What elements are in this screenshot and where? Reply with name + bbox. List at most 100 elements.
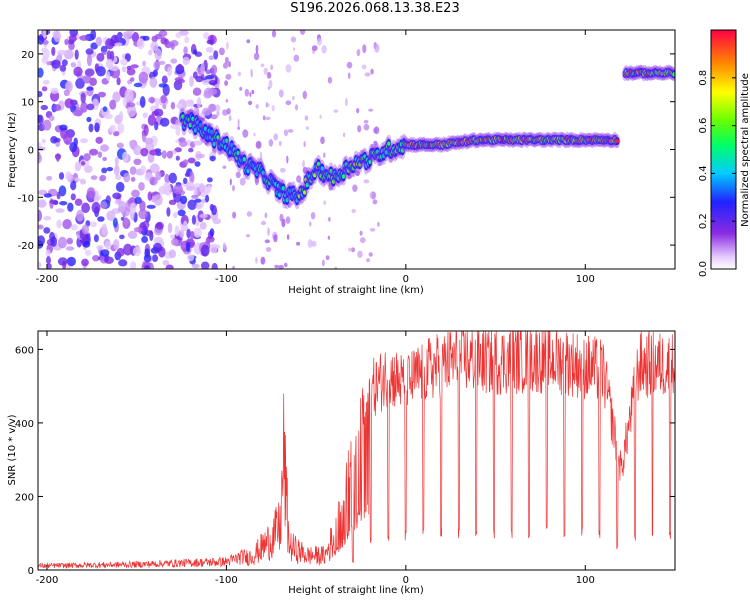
spectrogram-cell xyxy=(229,178,232,186)
ridge-cell xyxy=(320,166,324,171)
spectrogram-cell xyxy=(198,184,206,193)
spectrogram-cell xyxy=(158,60,166,65)
spectrogram-cell xyxy=(244,88,250,97)
spectrogram-cell xyxy=(155,171,162,181)
spectrogram-cell xyxy=(57,257,68,266)
spectrogram-cell xyxy=(199,213,208,219)
spectrogram-cell xyxy=(134,196,142,204)
spectrogram-cell xyxy=(205,194,210,203)
spectrogram-cell xyxy=(361,64,367,70)
spectrogram-cell xyxy=(148,262,154,269)
spectrogram-cell xyxy=(199,222,207,230)
spectrogram-cell xyxy=(223,62,228,69)
spectrogram-cell xyxy=(268,79,273,89)
spectrogram-cell xyxy=(166,150,173,159)
spectrogram-cell xyxy=(192,71,198,79)
spectrogram-cell xyxy=(239,177,246,186)
spectrogram-cell xyxy=(68,34,77,43)
spectrogram-cell xyxy=(357,125,362,133)
spectrogram-cell xyxy=(192,87,202,96)
spectrogram-cell xyxy=(38,224,44,230)
spectrogram-cell xyxy=(38,261,42,269)
spectrogram-cell xyxy=(164,173,170,184)
spectrogram-cell xyxy=(127,230,138,239)
spectrogram-cell xyxy=(73,66,83,77)
spectrogram-x-ticks: -200 -100 0 100 xyxy=(36,30,595,285)
spectrogram-cell xyxy=(42,119,52,131)
spectrogram-cell xyxy=(90,42,98,50)
spectrogram-cell xyxy=(178,30,189,36)
spectrogram-cell xyxy=(140,147,149,157)
spectrogram-cell xyxy=(138,182,145,191)
spectrogram-cell xyxy=(119,234,125,240)
spectrogram-cell xyxy=(38,91,43,98)
spectrogram-cell xyxy=(203,32,210,40)
spectrogram-cell xyxy=(86,187,96,199)
spectrogram-cell xyxy=(265,116,271,121)
spectrogram-cell xyxy=(93,196,99,202)
spectrogram-cell xyxy=(225,41,229,50)
spectrogram-cell xyxy=(80,101,88,113)
spectrogram-cell xyxy=(149,76,158,88)
spectrogram-cell xyxy=(144,265,150,269)
spectrogram-cell xyxy=(38,114,44,125)
spectrogram-cell xyxy=(81,224,89,235)
spectrogram-cell xyxy=(187,254,195,262)
spectrogram-cell xyxy=(101,223,108,236)
spectrogram-cell xyxy=(208,55,215,60)
spectrogram-cell xyxy=(186,241,191,253)
spectrogram-cell xyxy=(306,126,309,130)
colorbar-ticks: 0.0 0.2 0.4 0.6 0.8 xyxy=(698,70,736,277)
spectrogram-cell xyxy=(49,115,55,122)
spectrogram-cell xyxy=(194,161,201,167)
y-tick-label: 200 xyxy=(15,492,34,503)
spectrogram-cell xyxy=(319,114,322,119)
spectrogram-cell xyxy=(38,189,48,196)
spectrogram-cell xyxy=(89,221,97,228)
spectrogram-cell xyxy=(285,64,292,73)
spectrogram-cell xyxy=(138,71,149,84)
spectrogram-cell xyxy=(311,240,317,247)
ridge-cell xyxy=(198,123,202,128)
spectrogram-cell xyxy=(183,46,188,55)
spectrogram-cell xyxy=(124,88,134,101)
spectrogram-cell xyxy=(248,100,253,106)
spectrogram-cell xyxy=(79,35,89,41)
spectrogram-cell xyxy=(205,69,212,75)
spectrogram-cell xyxy=(55,208,65,214)
spectrogram-cell xyxy=(126,102,136,108)
spectrogram-cell xyxy=(224,80,229,86)
spectrogram-cell xyxy=(327,76,333,84)
spectrogram-cell xyxy=(71,224,78,231)
spectrogram-cell xyxy=(142,60,147,67)
spectrogram-cell xyxy=(65,171,72,181)
ridge-cell xyxy=(242,157,246,162)
spectrogram-cell xyxy=(179,140,188,147)
spectrogram-cell xyxy=(237,71,242,77)
spectrogram-cell xyxy=(162,259,170,266)
spectrogram-cell xyxy=(225,99,229,103)
spectrogram-cell xyxy=(105,71,111,82)
spectrogram-cell xyxy=(274,264,279,269)
spectrogram-cell xyxy=(259,151,263,161)
y-tick-label: -10 xyxy=(18,193,34,204)
spectrogram-cell xyxy=(185,100,195,108)
spectrogram-cell xyxy=(94,122,100,133)
spectrogram-cell xyxy=(105,38,115,50)
spectrogram-cell xyxy=(118,111,124,123)
spectrogram-cell xyxy=(142,112,148,119)
spectrogram-cell xyxy=(224,56,229,64)
spectrogram-cell xyxy=(165,264,174,269)
x-tick-label: -200 xyxy=(36,575,59,586)
spectrogram-cell xyxy=(106,50,112,61)
spectrogram-cell xyxy=(292,95,295,101)
ridge-cell xyxy=(216,135,220,140)
spectrogram-cell xyxy=(196,97,202,109)
spectrogram-cell xyxy=(167,222,173,234)
spectrogram-cell xyxy=(80,138,88,144)
ridge-cell xyxy=(368,159,372,164)
spectrogram-cell xyxy=(316,37,323,46)
spectrogram-cell xyxy=(69,142,77,153)
ridge-cell xyxy=(181,114,185,119)
spectrogram-cell xyxy=(173,184,184,195)
